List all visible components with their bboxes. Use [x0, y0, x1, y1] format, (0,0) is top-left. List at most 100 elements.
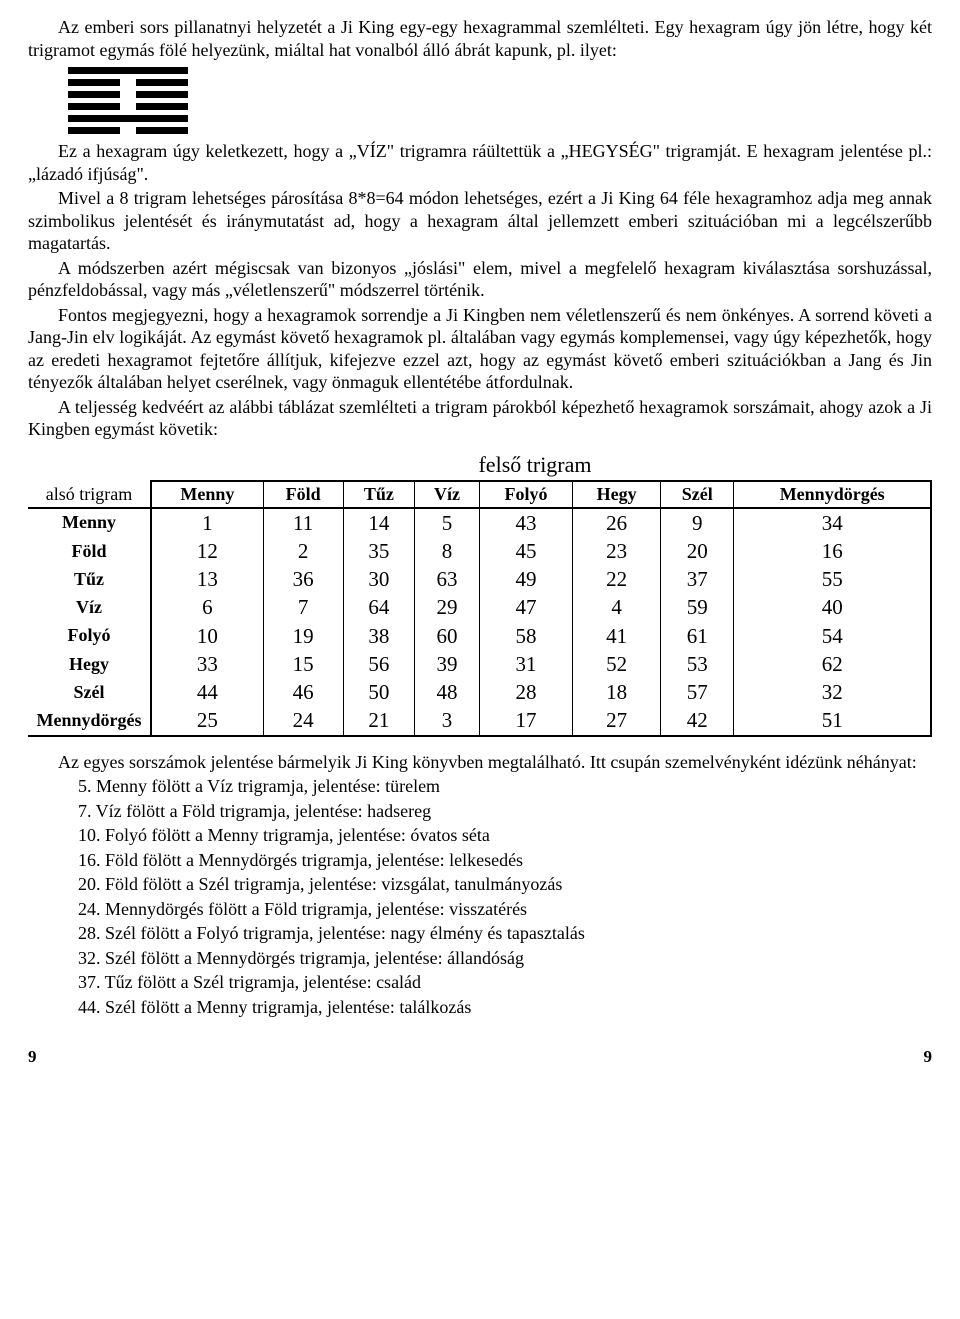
table-body: Menny1111454326934Föld12235845232016Tűz1…	[28, 508, 931, 736]
table-cell: 16	[734, 537, 931, 565]
table-cell: 48	[415, 678, 480, 706]
footer-left: 9	[28, 1046, 37, 1067]
paragraph-hexagram-desc: Ez a hexagram úgy keletkezett, hogy a „V…	[28, 140, 932, 185]
table-col-head: Folyó	[479, 481, 572, 508]
paragraph-divination: A módszerben azért mégiscsak van bizonyo…	[28, 257, 932, 302]
paragraph-table-intro: A teljesség kedvéért az alábbi táblázat …	[28, 396, 932, 441]
list-item: 28. Szél fölött a Folyó trigramja, jelen…	[78, 922, 932, 945]
table-cell: 30	[343, 565, 415, 593]
table-row-head: Folyó	[28, 622, 151, 650]
list-item: 16. Föld fölött a Mennydörgés trigramja,…	[78, 849, 932, 872]
table-cell: 26	[573, 508, 661, 537]
table-cell: 35	[343, 537, 415, 565]
table-cell: 64	[343, 593, 415, 621]
table-cell: 39	[415, 650, 480, 678]
list-item: 5. Menny fölött a Víz trigramja, jelenté…	[78, 775, 932, 798]
table-row: Szél4446504828185732	[28, 678, 931, 706]
meaning-list: 5. Menny fölött a Víz trigramja, jelenté…	[78, 775, 932, 1018]
table-cell: 63	[415, 565, 480, 593]
table-cell: 45	[479, 537, 572, 565]
table-cell: 55	[734, 565, 931, 593]
table-cell: 40	[734, 593, 931, 621]
table-cell: 13	[151, 565, 263, 593]
footer-right: 9	[924, 1046, 933, 1067]
table-cell: 5	[415, 508, 480, 537]
table-cell: 37	[661, 565, 734, 593]
table-row-head: Víz	[28, 593, 151, 621]
table-cell: 57	[661, 678, 734, 706]
table-cell: 19	[263, 622, 343, 650]
table-row: Tűz1336306349223755	[28, 565, 931, 593]
table-cell: 38	[343, 622, 415, 650]
table-cell: 20	[661, 537, 734, 565]
table-row-head: Föld	[28, 537, 151, 565]
table-cell: 25	[151, 706, 263, 735]
table-cell: 2	[263, 537, 343, 565]
page-footer: 9 9	[28, 1046, 932, 1067]
table-cell: 21	[343, 706, 415, 735]
table-cell: 54	[734, 622, 931, 650]
table-top-title: felső trigram	[28, 451, 932, 479]
table-row: Víz6764294745940	[28, 593, 931, 621]
table-cell: 52	[573, 650, 661, 678]
table-cell: 56	[343, 650, 415, 678]
table-cell: 24	[263, 706, 343, 735]
table-cell: 59	[661, 593, 734, 621]
table-row-head: Szél	[28, 678, 151, 706]
table-cell: 1	[151, 508, 263, 537]
table-cell: 22	[573, 565, 661, 593]
table-cell: 8	[415, 537, 480, 565]
table-row: Hegy3315563931525362	[28, 650, 931, 678]
table-cell: 36	[263, 565, 343, 593]
table-cell: 34	[734, 508, 931, 537]
table-cell: 9	[661, 508, 734, 537]
list-item: 44. Szél fölött a Menny trigramja, jelen…	[78, 996, 932, 1019]
table-cell: 4	[573, 593, 661, 621]
list-item: 10. Folyó fölött a Menny trigramja, jele…	[78, 824, 932, 847]
list-item: 24. Mennydörgés fölött a Föld trigramja,…	[78, 898, 932, 921]
table-col-head: Hegy	[573, 481, 661, 508]
table-cell: 50	[343, 678, 415, 706]
table-row-head: Mennydörgés	[28, 706, 151, 735]
table-cell: 44	[151, 678, 263, 706]
table-cell: 49	[479, 565, 572, 593]
table-cell: 28	[479, 678, 572, 706]
list-item: 7. Víz fölött a Föld trigramja, jelentés…	[78, 800, 932, 823]
table-cell: 29	[415, 593, 480, 621]
hexagram-table-wrap: felső trigram alsó trigram MennyFöldTűzV…	[28, 451, 932, 737]
table-cell: 6	[151, 593, 263, 621]
list-item: 20. Föld fölött a Szél trigramja, jelent…	[78, 873, 932, 896]
table-row: Mennydörgés252421317274251	[28, 706, 931, 735]
table-cell: 61	[661, 622, 734, 650]
paragraph-order: Fontos megjegyezni, hogy a hexagramok so…	[28, 304, 932, 394]
table-cell: 10	[151, 622, 263, 650]
table-cell: 32	[734, 678, 931, 706]
paragraph-list-intro: Az egyes sorszámok jelentése bármelyik J…	[28, 751, 932, 774]
table-col-head: Szél	[661, 481, 734, 508]
table-row: Föld12235845232016	[28, 537, 931, 565]
table-cell: 53	[661, 650, 734, 678]
table-cell: 51	[734, 706, 931, 735]
table-corner: alsó trigram	[28, 481, 151, 508]
table-cell: 15	[263, 650, 343, 678]
table-cell: 12	[151, 537, 263, 565]
table-cell: 60	[415, 622, 480, 650]
paragraph-combinations: Mivel a 8 trigram lehetséges párosítása …	[28, 187, 932, 255]
table-cell: 47	[479, 593, 572, 621]
table-cell: 33	[151, 650, 263, 678]
hexagram-table: alsó trigram MennyFöldTűzVízFolyóHegySzé…	[28, 480, 932, 737]
paragraph-intro: Az emberi sors pillanatnyi helyzetét a J…	[28, 16, 932, 61]
list-item: 37. Tűz fölött a Szél trigramja, jelenté…	[78, 971, 932, 994]
table-cell: 43	[479, 508, 572, 537]
table-cell: 46	[263, 678, 343, 706]
table-col-head: Víz	[415, 481, 480, 508]
table-cell: 58	[479, 622, 572, 650]
table-row-head: Tűz	[28, 565, 151, 593]
table-row-head: Menny	[28, 508, 151, 537]
table-row: Folyó1019386058416154	[28, 622, 931, 650]
table-cell: 3	[415, 706, 480, 735]
hexagram-diagram	[68, 67, 932, 134]
table-col-head: Föld	[263, 481, 343, 508]
table-cell: 14	[343, 508, 415, 537]
table-cell: 62	[734, 650, 931, 678]
